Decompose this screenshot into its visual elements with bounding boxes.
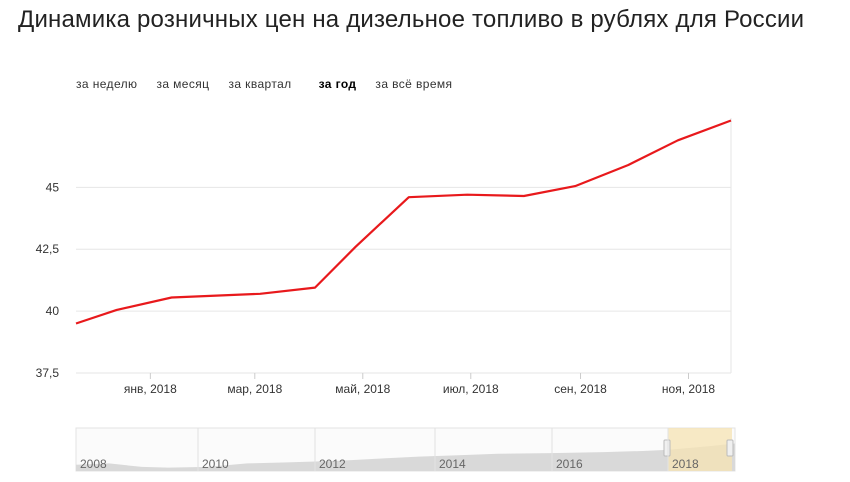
navigator-year-label: 2014 — [439, 457, 466, 471]
tab-year[interactable]: за год — [318, 77, 357, 91]
x-tick-label: май, 2018 — [335, 382, 390, 396]
tab-quarter[interactable]: за квартал — [228, 77, 292, 91]
x-tick-label: ноя, 2018 — [662, 382, 715, 396]
x-tick-label: янв, 2018 — [124, 382, 177, 396]
navigator-year-label: 2012 — [319, 457, 346, 471]
period-tabs: за неделю за месяц за квартал за год за … — [76, 77, 471, 91]
tab-all-time[interactable]: за всё время — [375, 77, 453, 91]
navigator-handle-left — [663, 439, 671, 457]
navigator-selection — [668, 428, 732, 471]
x-tick-label: сен, 2018 — [554, 382, 607, 396]
y-tick-label: 37,5 — [36, 366, 60, 380]
navigator-year-label: 2016 — [556, 457, 583, 471]
x-tick-label: июл, 2018 — [443, 382, 499, 396]
navigator-year-label: 2010 — [202, 457, 229, 471]
y-tick-label: 45 — [46, 180, 60, 194]
y-tick-label: 40 — [46, 304, 60, 318]
tab-month[interactable]: за месяц — [156, 77, 210, 91]
navigator-year-label: 2018 — [672, 457, 699, 471]
navigator-handle-right — [726, 439, 734, 457]
navigator-year-label: 2008 — [80, 457, 107, 471]
chart-title: Динамика розничных цен на дизельное топл… — [18, 6, 805, 33]
navigator-area — [76, 443, 735, 471]
y-tick-label: 42,5 — [36, 242, 60, 256]
tab-week[interactable]: за неделю — [76, 77, 138, 91]
x-tick-label: мар, 2018 — [227, 382, 282, 396]
series-line — [75, 119, 732, 325]
